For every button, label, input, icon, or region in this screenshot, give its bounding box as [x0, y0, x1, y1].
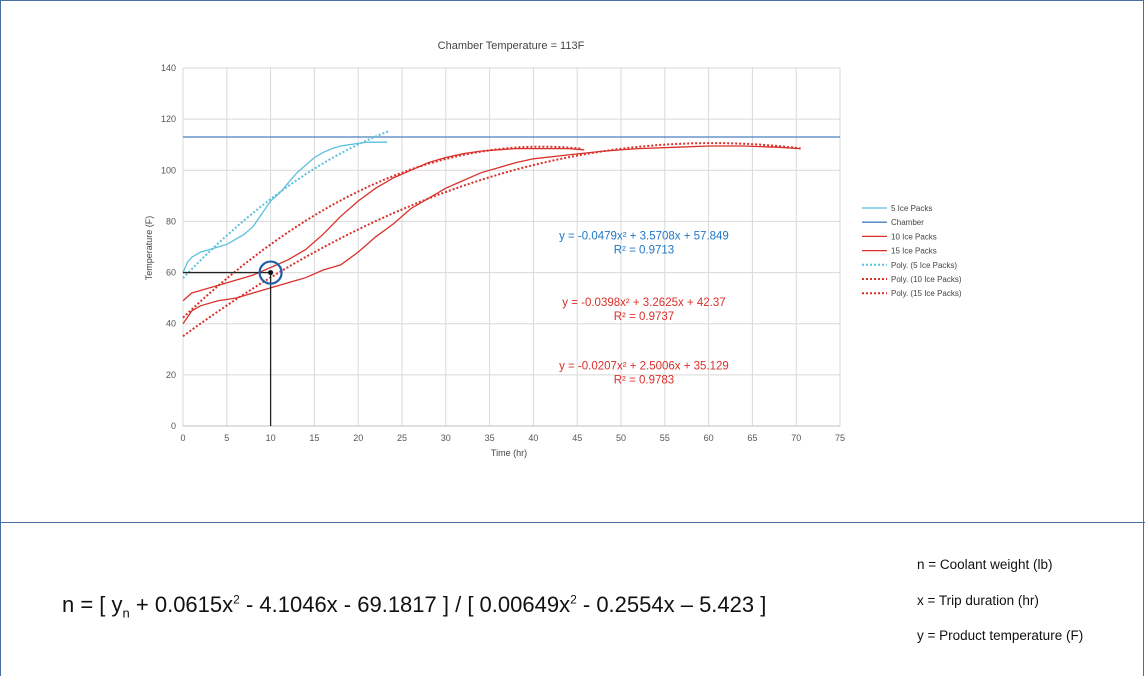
- chart-legend: 5 Ice Packs Chamber 10 Ice Packs 15 Ice Pac…: [862, 204, 962, 298]
- y-axis-label: Temperature (F): [144, 216, 154, 281]
- formula-part-1: + 0.0615x: [129, 592, 234, 617]
- legend-label-6: Poly. (15 Ice Packs): [891, 289, 962, 298]
- series-line-2: [182, 147, 585, 302]
- x-tick-5: 5: [224, 433, 229, 443]
- x-tick-45: 45: [572, 433, 582, 443]
- definition-x: x = Trip duration (hr): [917, 592, 1039, 608]
- formula-subscript: n: [122, 605, 130, 621]
- y-tick-100: 100: [161, 165, 176, 175]
- x-tick-15: 15: [309, 433, 319, 443]
- chart-title: Chamber Temperature = 113F: [438, 40, 585, 52]
- section-divider: [0, 522, 1145, 523]
- series-line-5: [182, 145, 582, 319]
- x-tick-25: 25: [397, 433, 407, 443]
- legend-label-1: Chamber: [891, 218, 924, 227]
- x-tick-30: 30: [441, 433, 451, 443]
- legend-label-3: 15 Ice Packs: [891, 247, 937, 256]
- series-line-6: [182, 142, 801, 338]
- definition-n: n = Coolant weight (lb): [917, 557, 1053, 572]
- formula-prefix: n = [ y: [62, 592, 123, 617]
- legend-label-0: 5 Ice Packs: [891, 204, 932, 213]
- y-tick-0: 0: [171, 421, 176, 431]
- highlight-circle: [258, 260, 283, 285]
- trendline-equations: y = -0.0479x² + 3.5708x + 57.849 R² = 0.9…: [559, 230, 729, 386]
- equation-1-line-1: R² = 0.9737: [614, 311, 674, 323]
- x-tick-50: 50: [616, 433, 626, 443]
- x-tick-65: 65: [747, 433, 757, 443]
- equation-0-line-1: R² = 0.9713: [614, 244, 674, 256]
- formula-superscript-2: 2: [570, 592, 577, 607]
- series-line-4: [182, 130, 390, 279]
- chart-grid: [182, 67, 841, 427]
- equation-2-line-0: y = -0.0207x² + 2.5006x + 35.129: [559, 361, 729, 373]
- x-tick-55: 55: [660, 433, 670, 443]
- x-tick-10: 10: [266, 433, 276, 443]
- x-tick-75: 75: [835, 433, 845, 443]
- variable-definitions: n = Coolant weight (lb) x = Trip duratio…: [917, 558, 1083, 665]
- intersection-point: [268, 270, 274, 276]
- formula-superscript-1: 2: [233, 592, 240, 607]
- reading-guides: [183, 260, 283, 426]
- x-tick-70: 70: [791, 433, 801, 443]
- y-tick-60: 60: [166, 268, 176, 278]
- y-tick-140: 140: [161, 63, 176, 73]
- x-tick-0: 0: [180, 433, 185, 443]
- formula-part-3: - 0.2554x – 5.423 ]: [576, 592, 767, 617]
- y-tick-20: 20: [166, 370, 176, 380]
- x-tick-35: 35: [485, 433, 495, 443]
- formula-part-2: - 4.1046x - 69.1817 ] / [ 0.00649x: [239, 592, 571, 617]
- equation-0-line-0: y = -0.0479x² + 3.5708x + 57.849: [559, 230, 729, 242]
- legend-label-5: Poly. (10 Ice Packs): [891, 275, 962, 284]
- x-axis-label: Time (hr): [491, 448, 527, 458]
- x-tick-20: 20: [353, 433, 363, 443]
- coolant-weight-formula: n = [ yn + 0.0615x2 - 4.1046x - 69.1817 …: [62, 592, 766, 620]
- x-tick-60: 60: [704, 433, 714, 443]
- y-tick-80: 80: [166, 216, 176, 226]
- chart-series: [182, 130, 840, 338]
- y-tick-40: 40: [166, 319, 176, 329]
- x-tick-40: 40: [528, 433, 538, 443]
- definition-y: y = Product temperature (F): [917, 628, 1084, 643]
- series-line-3: [182, 145, 801, 325]
- legend-label-4: Poly. (5 Ice Packs): [891, 261, 957, 270]
- temperature-chart: Chamber Temperature = 113F Time (hr) Tem…: [144, 40, 962, 458]
- y-tick-120: 120: [161, 114, 176, 124]
- legend-label-2: 10 Ice Packs: [891, 232, 937, 241]
- equation-2-line-1: R² = 0.9783: [614, 375, 674, 387]
- equation-1-line-0: y = -0.0398x² + 3.2625x + 42.37: [562, 297, 725, 309]
- chart-ticks: 0 20 40 60 80 100 120 140 0 5 10 15 20 25 30 35 40 45 50 55…: [161, 63, 845, 443]
